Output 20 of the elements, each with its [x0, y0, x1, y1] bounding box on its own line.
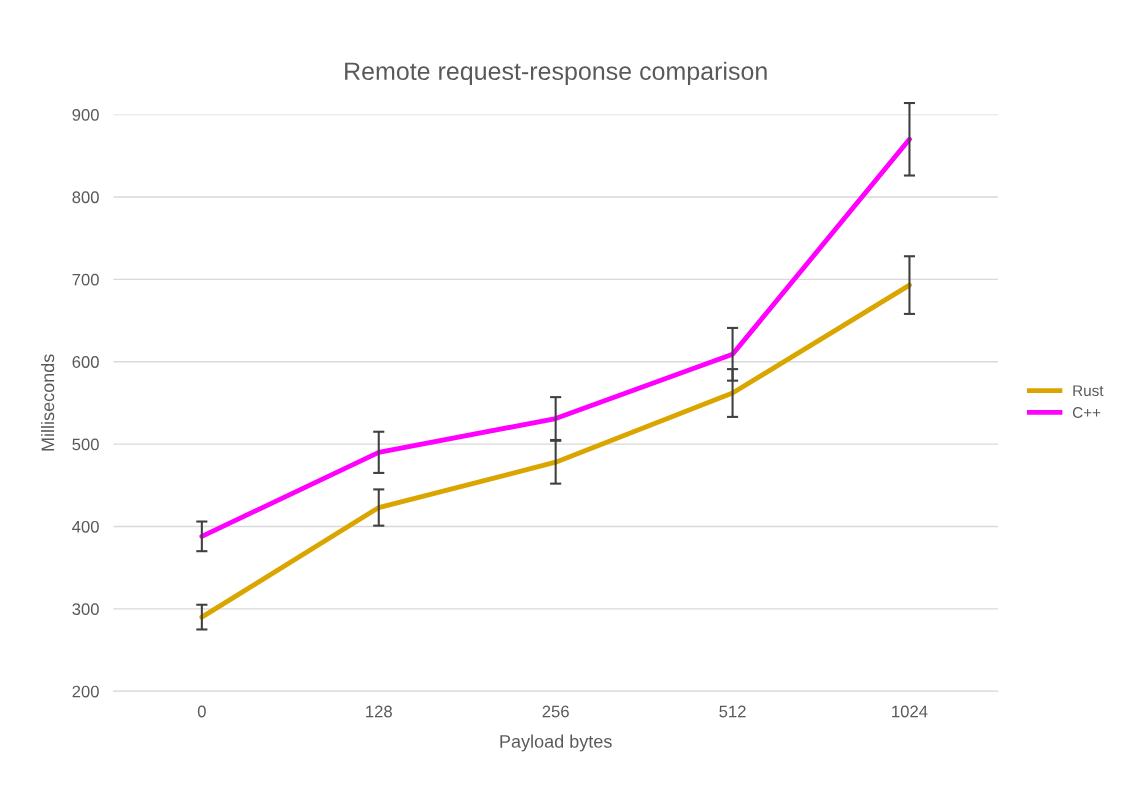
- x-tick-label: 128: [366, 705, 392, 718]
- y-tick-label: 300: [72, 603, 99, 616]
- x-axis-title: Payload bytes: [500, 734, 612, 752]
- line-series: [199, 136, 912, 539]
- x-tick-label: 512: [719, 705, 746, 718]
- y-tick-label: 200: [72, 685, 99, 698]
- line-series: [199, 282, 912, 620]
- y-tick-label: 900: [72, 108, 99, 121]
- legend-label: C++: [1072, 407, 1101, 418]
- x-tick-label: 256: [542, 705, 569, 718]
- y-tick-label: 700: [72, 273, 99, 286]
- x-tick-label: 1024: [892, 705, 928, 718]
- chart-title: Remote request-response comparison: [345, 61, 767, 86]
- x-tick-label: 0: [197, 705, 206, 718]
- y-tick-label: 800: [72, 191, 99, 204]
- y-tick-label: 500: [72, 438, 99, 451]
- y-axis-title: Milliseconds: [40, 354, 55, 451]
- y-tick-label: 600: [72, 356, 99, 368]
- y-tick-label: 400: [72, 520, 99, 533]
- legend-label: Rust: [1073, 385, 1104, 397]
